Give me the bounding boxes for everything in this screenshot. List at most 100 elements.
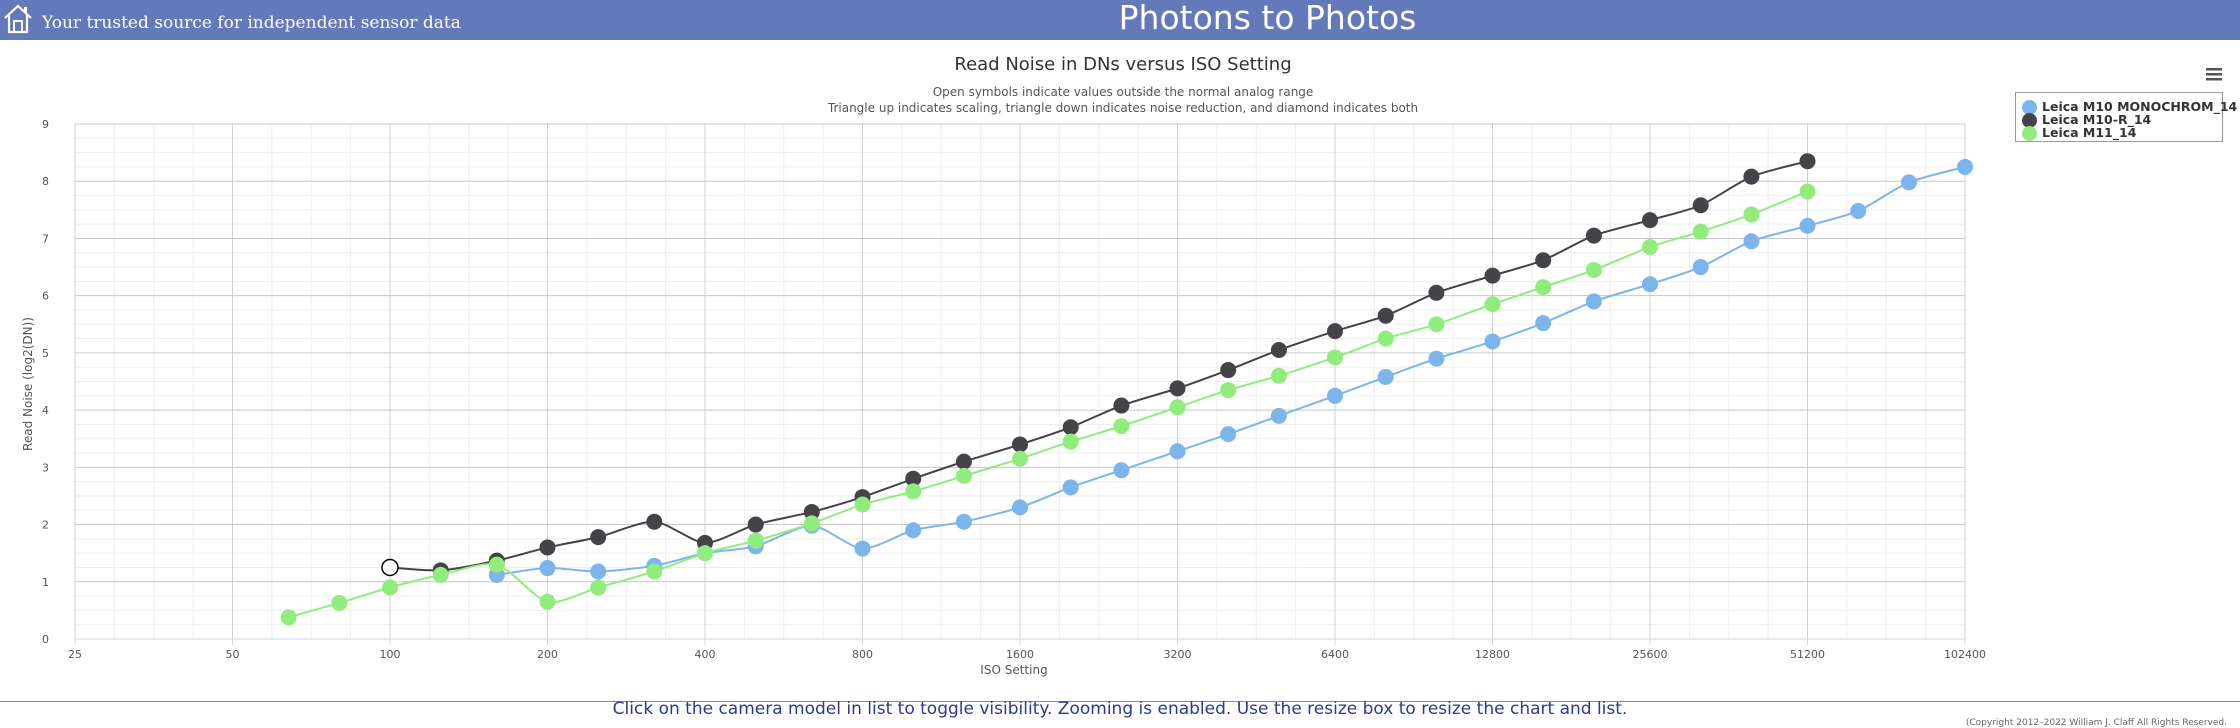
data-point[interactable] xyxy=(1484,333,1501,350)
data-point[interactable] xyxy=(280,609,297,626)
data-point[interactable] xyxy=(539,539,556,556)
data-point[interactable] xyxy=(590,579,607,596)
y-tick-label: 4 xyxy=(42,404,49,417)
data-point[interactable] xyxy=(1484,296,1501,313)
data-point[interactable] xyxy=(905,470,922,487)
data-point[interactable] xyxy=(803,515,820,532)
data-point[interactable] xyxy=(1377,330,1394,347)
data-point[interactable] xyxy=(1012,499,1028,516)
legend-swatch xyxy=(2022,100,2037,115)
x-tick-label: 400 xyxy=(695,648,716,661)
data-point[interactable] xyxy=(646,513,663,530)
chart-title: Read Noise in DNs versus ISO Setting xyxy=(954,54,1291,75)
data-point[interactable] xyxy=(1220,362,1237,379)
data-point[interactable] xyxy=(1220,382,1237,399)
data-point[interactable] xyxy=(955,453,972,470)
home-icon[interactable] xyxy=(3,3,33,35)
data-point[interactable] xyxy=(1062,479,1079,496)
data-point[interactable] xyxy=(1327,349,1343,366)
data-point[interactable] xyxy=(1327,323,1343,340)
data-point[interactable] xyxy=(1270,367,1287,384)
data-point[interactable] xyxy=(854,540,871,557)
data-point[interactable] xyxy=(1270,407,1287,424)
data-point[interactable] xyxy=(1850,202,1867,219)
y-tick-label: 2 xyxy=(42,519,49,532)
data-point[interactable] xyxy=(1012,450,1028,467)
footer-instructions: Click on the camera model in list to tog… xyxy=(612,699,1628,719)
data-point[interactable] xyxy=(1113,462,1130,479)
data-point[interactable] xyxy=(1743,233,1760,250)
data-point[interactable] xyxy=(1743,206,1760,223)
data-point[interactable] xyxy=(1327,387,1343,404)
hamburger-menu-icon[interactable] xyxy=(2203,62,2227,86)
data-point[interactable] xyxy=(432,566,449,583)
data-point[interactable] xyxy=(1270,342,1287,359)
data-point[interactable] xyxy=(539,593,556,610)
data-point[interactable] xyxy=(488,556,505,573)
data-point[interactable] xyxy=(1642,212,1658,229)
data-point[interactable] xyxy=(1062,433,1079,450)
data-point[interactable] xyxy=(1484,267,1501,284)
legend-swatch xyxy=(2022,113,2037,128)
data-point[interactable] xyxy=(1642,276,1658,293)
data-point[interactable] xyxy=(747,532,764,549)
y-tick-label: 7 xyxy=(42,232,49,245)
data-point[interactable] xyxy=(747,516,764,533)
data-point[interactable] xyxy=(1428,350,1445,367)
data-point[interactable] xyxy=(1377,307,1394,324)
data-point[interactable] xyxy=(854,496,871,513)
data-point[interactable] xyxy=(955,467,972,484)
x-axis-label: ISO Setting xyxy=(980,663,1047,677)
data-point[interactable] xyxy=(1585,227,1602,244)
data-point[interactable] xyxy=(1377,368,1394,385)
data-point[interactable] xyxy=(955,513,972,530)
y-tick-label: 3 xyxy=(42,461,49,474)
data-point[interactable] xyxy=(1169,380,1186,397)
data-point[interactable] xyxy=(1799,153,1816,170)
data-point[interactable] xyxy=(1799,183,1816,200)
data-point[interactable] xyxy=(1642,239,1658,256)
y-tick-label: 9 xyxy=(42,118,49,131)
data-point[interactable] xyxy=(1900,174,1917,191)
data-point[interactable] xyxy=(1692,197,1709,214)
data-point[interactable] xyxy=(1692,259,1709,276)
data-point[interactable] xyxy=(1113,418,1130,435)
data-point[interactable] xyxy=(1428,316,1445,333)
data-point[interactable] xyxy=(803,503,820,520)
data-point[interactable] xyxy=(697,545,713,562)
data-point[interactable] xyxy=(1012,436,1028,453)
y-tick-label: 1 xyxy=(42,576,49,589)
data-point[interactable] xyxy=(1692,223,1709,240)
data-point[interactable] xyxy=(1169,399,1186,416)
data-point[interactable] xyxy=(1535,252,1552,269)
data-point[interactable] xyxy=(331,594,348,611)
data-point[interactable] xyxy=(1957,158,1973,175)
data-point[interactable] xyxy=(590,529,607,546)
data-point[interactable] xyxy=(905,483,922,500)
data-point[interactable] xyxy=(1743,168,1760,185)
x-tick-label: 25 xyxy=(68,648,82,661)
data-point[interactable] xyxy=(1428,284,1445,301)
x-tick-label: 800 xyxy=(852,648,873,661)
data-point[interactable] xyxy=(1169,443,1186,460)
series-line xyxy=(389,160,1808,572)
data-point[interactable] xyxy=(539,560,556,577)
data-point[interactable] xyxy=(1062,419,1079,436)
legend-label: Leica M10-R_14 xyxy=(2042,112,2152,127)
data-point[interactable] xyxy=(905,522,922,539)
data-point[interactable] xyxy=(646,563,663,580)
series-0 xyxy=(488,158,1973,583)
data-point[interactable] xyxy=(1585,261,1602,278)
data-point[interactable] xyxy=(382,579,398,596)
data-point[interactable] xyxy=(1535,315,1552,332)
data-point[interactable] xyxy=(1799,217,1816,234)
data-point[interactable] xyxy=(1113,397,1130,414)
data-point[interactable] xyxy=(1220,426,1237,443)
data-point[interactable] xyxy=(1585,293,1602,310)
data-point[interactable] xyxy=(1535,279,1552,296)
y-tick-label: 6 xyxy=(42,290,49,303)
read-noise-chart: 25 50 100 200 400 800 1600 3200 6400 12800 25600 51… xyxy=(21,54,1986,677)
data-point[interactable] xyxy=(590,563,607,580)
data-point[interactable] xyxy=(381,558,399,577)
x-tick-label: 3200 xyxy=(1164,648,1192,661)
